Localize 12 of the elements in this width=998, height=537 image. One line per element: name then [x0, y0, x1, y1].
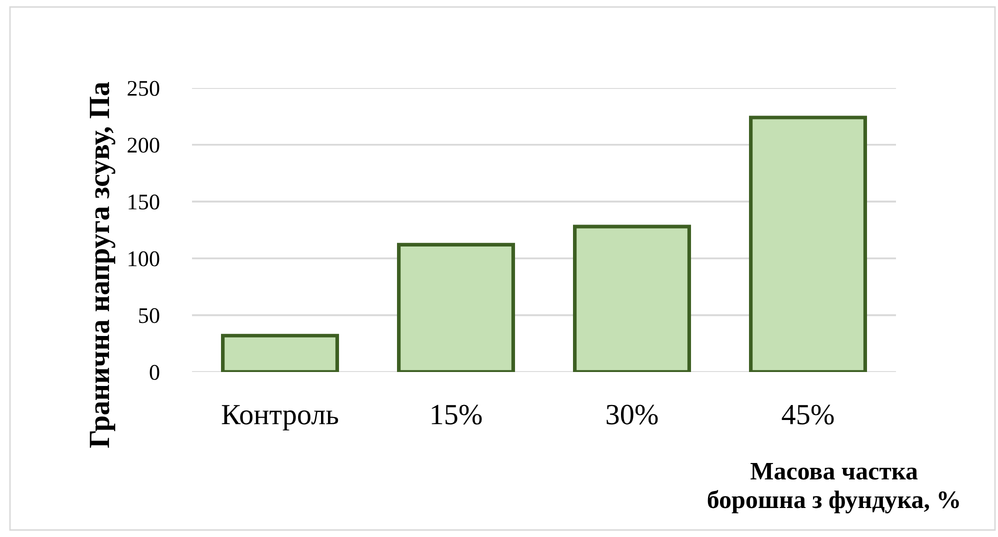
- x-tick-label: 45%: [782, 404, 834, 425]
- y-tick-label: 200: [128, 138, 160, 153]
- y-tick-label: 0: [150, 364, 160, 380]
- y-tick-label: 250: [128, 80, 160, 96]
- x-axis-title: Масова частка борошна з фундука, %: [708, 462, 959, 514]
- x-tick-label: 30%: [606, 404, 658, 425]
- y-axis-title: Гранична напруга зсуву, Па: [90, 82, 116, 448]
- x-tick-label: 15%: [432, 404, 482, 425]
- y-tick-label: 150: [128, 194, 160, 210]
- y-tick-label: 100: [128, 251, 160, 266]
- x-tick-label: Контроль: [222, 405, 338, 430]
- y-tick-label: 50: [139, 308, 160, 324]
